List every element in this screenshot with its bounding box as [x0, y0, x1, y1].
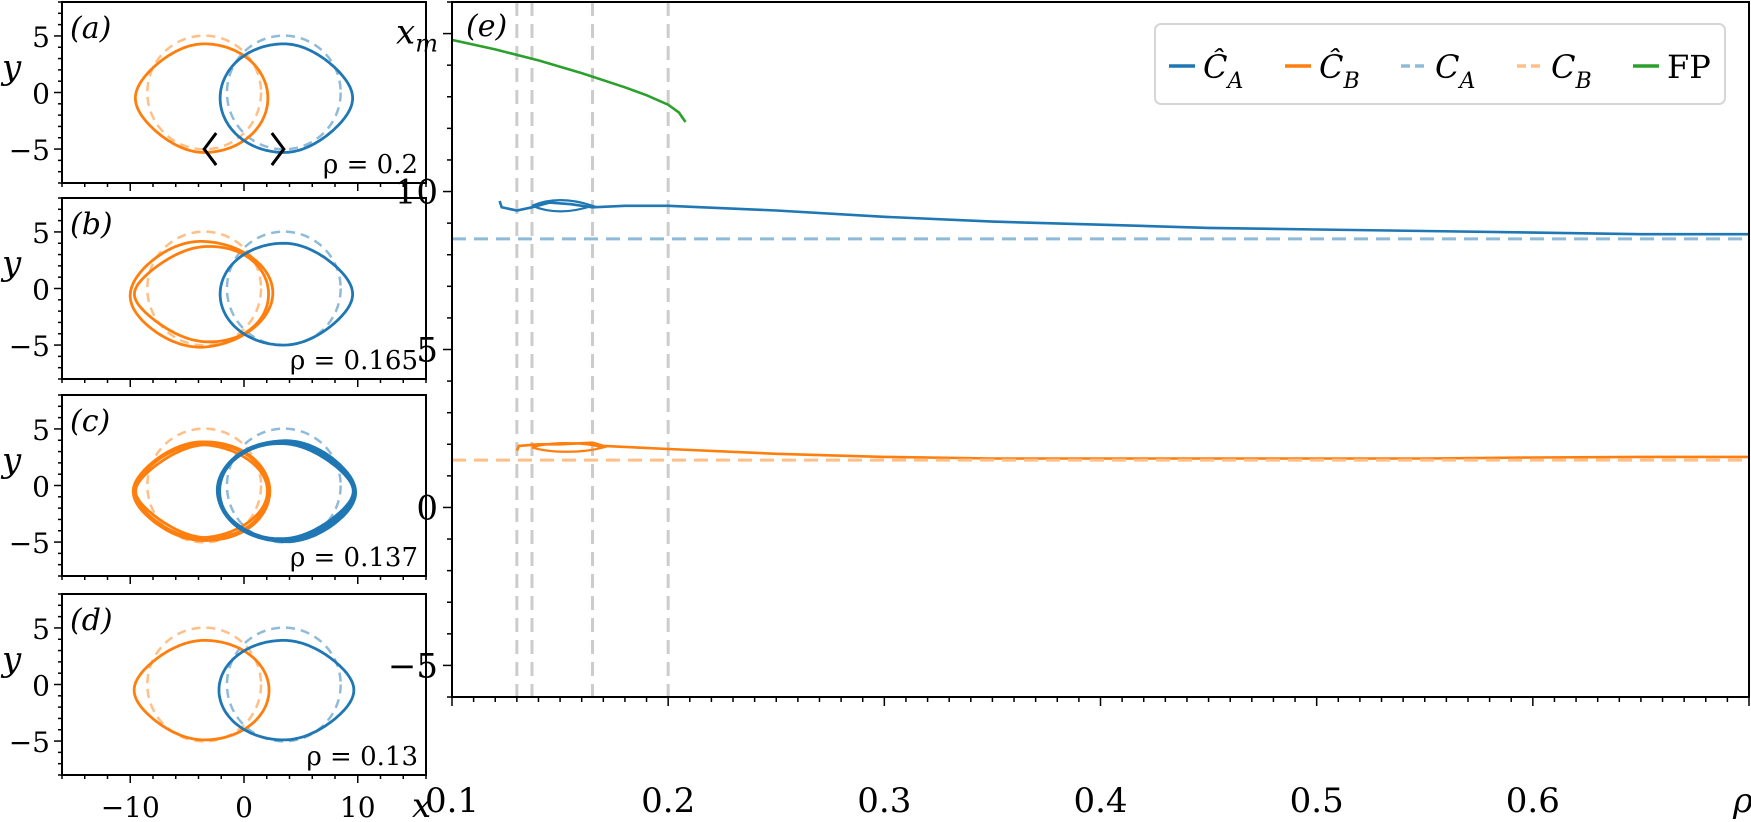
panel-a: −5 0 5y (a) ρ = 0.2: [0, 1, 427, 191]
y-axis-label: y: [0, 48, 22, 88]
cycle-hat-B: [128, 240, 275, 349]
legend-label: CB: [1551, 48, 1592, 94]
series-loop: [531, 199, 596, 213]
y-tick-label: 5: [32, 613, 50, 646]
rho-annotation: ρ = 0.2: [323, 150, 418, 180]
cycle-hat-B: [134, 42, 270, 154]
ref-cycle-B: [146, 34, 263, 151]
panel-label: (c): [70, 404, 110, 439]
y-tick-label: 10: [395, 173, 438, 213]
panel-b: −5 0 5y (b) ρ = 0.165: [0, 197, 427, 387]
x-axis-label: x: [412, 786, 431, 822]
x-tick-label: 0.2: [641, 781, 695, 821]
y-tick-label: −5: [9, 134, 50, 167]
y-axis-label: y: [0, 441, 22, 481]
series-_b: [515, 441, 1749, 460]
rho-annotation: ρ = 0.165: [290, 346, 418, 376]
y-tick-label: 5: [32, 217, 50, 250]
cycle-hat-A: [217, 639, 356, 742]
legend-item: FP: [1633, 48, 1711, 86]
y-tick-label: 0: [32, 471, 50, 504]
legend-box: [1154, 23, 1726, 105]
x-tick-label: 0.6: [1506, 781, 1560, 821]
ref-cycle-B: [146, 626, 263, 743]
ref-cycle-A: [225, 626, 342, 743]
panel-label: (d): [70, 603, 113, 638]
main-frame: [451, 1, 1750, 698]
legend-label: FP: [1667, 48, 1711, 86]
x-axis-label: ρ: [1732, 781, 1751, 821]
y-tick-label: −5: [9, 726, 50, 759]
panel-label: (a): [70, 11, 111, 46]
legend-item: CA: [1401, 48, 1475, 94]
cycle-hat-B: [132, 245, 271, 344]
x-tick-label: 0.3: [857, 781, 911, 821]
legend-item: ĈA: [1169, 48, 1243, 94]
panel-label: (e): [466, 9, 507, 44]
cycle-hat-A: [218, 42, 354, 154]
rho-annotation: ρ = 0.137: [290, 543, 418, 573]
ref-cycle-B: [146, 427, 263, 544]
legend: ĈA ĈB CA CB FP: [1154, 23, 1726, 105]
panel-d: −5 0 5y (d) ρ = 0.13 −10 0 10 x: [0, 593, 431, 822]
main-panel-e: 0.1 0.2 0.3 0.4 0.5 0.6 ρ −5 0 5 10 xm (e): [388, 1, 1751, 821]
panel-c: −5 0 5y (c) ρ = 0.137: [0, 394, 427, 584]
y-tick-label: 0: [32, 78, 50, 111]
y-tick-label: 0: [32, 670, 50, 703]
series-fp: [452, 38, 687, 123]
x-tick-label: 0.1: [425, 781, 479, 821]
cycle-hat-B: [134, 443, 269, 540]
x-tick-label: 0.4: [1073, 781, 1127, 821]
y-axis-label: y: [0, 640, 22, 680]
x-tick-label: 0.5: [1290, 781, 1344, 821]
y-tick-label: 0: [32, 274, 50, 307]
cycle-hat-A: [215, 439, 357, 544]
series-loop: [531, 441, 608, 453]
ref-cycle-A: [225, 34, 342, 151]
ref-cycle-B: [146, 230, 263, 347]
legend-label: CA: [1435, 48, 1475, 94]
direction-arrow-icon: [202, 132, 218, 166]
cycle-hat-B: [131, 440, 272, 542]
ref-cycle-A: [225, 427, 342, 544]
legend-item: ĈB: [1285, 48, 1360, 94]
direction-arrow-icon: [270, 132, 286, 166]
cycle-hat-A: [218, 241, 354, 347]
x-tick-label: 10: [340, 791, 376, 822]
y-axis-label: xm: [396, 13, 438, 58]
y-axis-label: y: [0, 244, 22, 284]
y-tick-label: 5: [416, 331, 438, 371]
series-_a: [498, 200, 1749, 236]
y-tick-label: 5: [32, 414, 50, 447]
y-tick-label: 5: [32, 21, 50, 54]
rho-annotation: ρ = 0.13: [307, 742, 419, 772]
x-tick-label: −10: [101, 791, 160, 822]
x-tick-label: 0: [235, 791, 253, 822]
legend-item: CB: [1517, 48, 1592, 94]
y-tick-label: −5: [388, 646, 438, 686]
y-tick-label: −5: [9, 330, 50, 363]
ref-cycle-A: [225, 230, 342, 347]
legend-label: ĈA: [1203, 48, 1243, 94]
cycle-hat-B: [132, 639, 271, 742]
legend-label: ĈB: [1319, 48, 1360, 94]
y-tick-label: 0: [416, 488, 438, 528]
y-tick-label: −5: [9, 527, 50, 560]
panel-label: (b): [70, 207, 113, 242]
